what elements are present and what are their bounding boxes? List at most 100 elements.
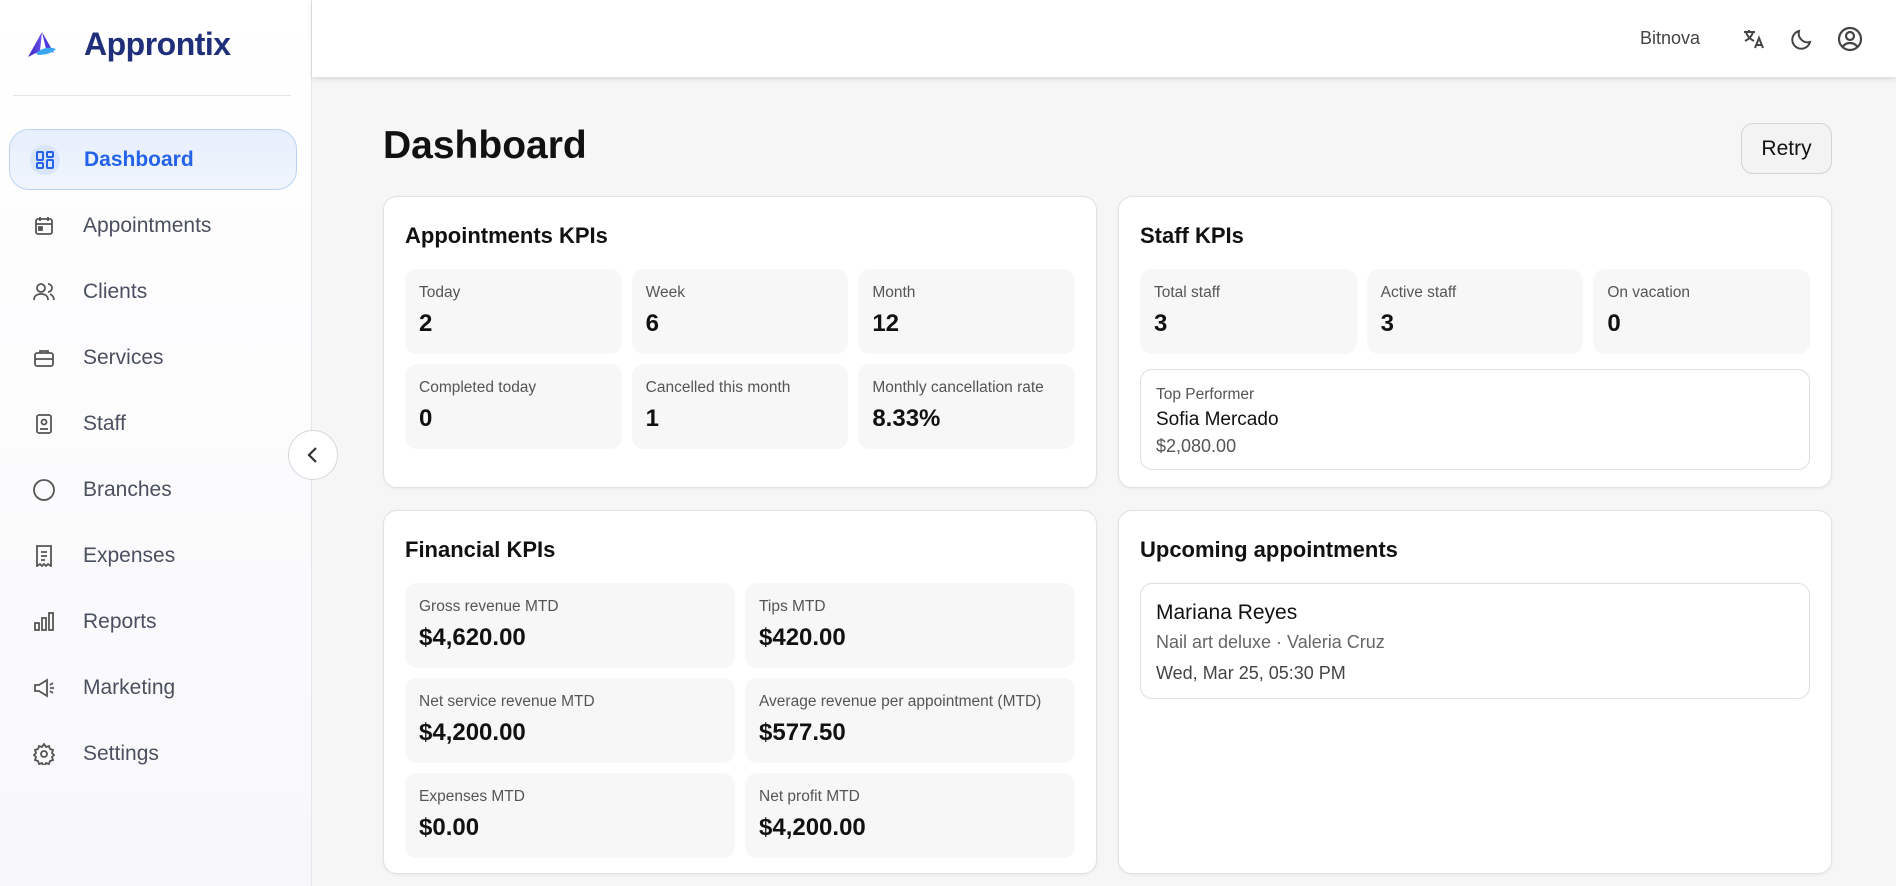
top-performer-name: Sofia Mercado <box>1156 409 1279 430</box>
kpi-label: Gross revenue MTD <box>419 598 559 615</box>
sidebar-nav: Dashboard Appointments Clients Services … <box>9 129 297 789</box>
page-title: Dashboard <box>383 124 587 167</box>
receipt-icon <box>29 541 59 571</box>
top-bar: Bitnova <box>312 0 1896 77</box>
kpi-tile: Completed today 0 <box>405 364 622 449</box>
logo-icon <box>28 31 56 57</box>
kpi-tile: Average revenue per appointment (MTD) $57… <box>745 678 1075 763</box>
app-name: Approntix <box>84 26 231 62</box>
financial-kpis-card: Financial KPIs Gross revenue MTD $4,620.0… <box>383 510 1097 874</box>
kpi-value: $420.00 <box>759 624 846 651</box>
kpi-label: Expenses MTD <box>419 788 525 805</box>
kpi-value: $4,620.00 <box>419 624 526 651</box>
kpi-label: Total staff <box>1154 284 1221 301</box>
sidebar-item-label: Settings <box>83 741 159 765</box>
kpi-value: $577.50 <box>759 719 846 746</box>
kpi-label: Net service revenue MTD <box>419 693 595 710</box>
kpi-tile: Active staff 3 <box>1366 269 1584 354</box>
kpi-value: $0.00 <box>419 814 480 841</box>
appointment-client: Mariana Reyes <box>1156 601 1298 624</box>
kpi-value: 3 <box>1380 310 1395 337</box>
appointments-kpis-card: Appointments KPIs Today 2 Week 6 Month 12 Comp… <box>383 196 1097 488</box>
gear-icon <box>29 739 59 769</box>
kpi-value: 0 <box>419 405 433 432</box>
top-performer: Top Performer Sofia Mercado $2,080.00 <box>1140 369 1810 470</box>
kpi-tile: On vacation 0 <box>1593 269 1810 354</box>
appointment-detail: Nail art deluxe · Valeria Cruz <box>1156 632 1385 652</box>
sidebar-item-clients[interactable]: Clients <box>9 261 297 322</box>
kpi-label: On vacation <box>1607 284 1691 301</box>
logo[interactable]: Approntix <box>26 26 231 63</box>
kpi-tile: Net profit MTD $4,200.00 <box>745 773 1075 858</box>
sidebar-item-services[interactable]: Services <box>9 327 297 388</box>
card-title: Upcoming appointments <box>1140 537 1398 562</box>
sidebar-item-label: Clients <box>83 279 148 303</box>
kpi-tile: Expenses MTD $0.00 <box>405 773 735 858</box>
kpi-label: Week <box>645 284 685 301</box>
kpi-tile: Total staff 3 <box>1140 269 1357 354</box>
sidebar-item-reports[interactable]: Reports <box>9 591 297 652</box>
kpi-label: Cancelled this month <box>645 379 791 396</box>
sidebar-item-label: Reports <box>83 609 157 633</box>
sidebar-item-label: Appointments <box>83 213 212 237</box>
translate-icon[interactable] <box>1730 27 1778 51</box>
kpi-label: Completed today <box>419 379 537 396</box>
users-icon <box>29 277 59 307</box>
retry-button[interactable]: Retry <box>1741 123 1832 174</box>
kpi-tile: Tips MTD $420.00 <box>745 583 1075 668</box>
staff-kpis-card: Staff KPIs Total staff 3 Active staff 3 On v… <box>1118 196 1832 488</box>
bar-chart-icon <box>29 607 59 637</box>
dark-mode-icon[interactable] <box>1778 27 1826 51</box>
kpi-label: Active staff <box>1380 284 1457 301</box>
briefcase-icon <box>29 343 59 373</box>
kpi-tile: Cancelled this month 1 <box>631 364 849 449</box>
circle-icon <box>29 475 59 505</box>
sidebar: Approntix Dashboard Appointments Clients… <box>0 0 312 886</box>
kpi-tile: Today 2 <box>405 269 622 354</box>
kpi-tile: Week 6 <box>631 269 849 354</box>
kpi-label: Net profit MTD <box>759 788 860 805</box>
sidebar-item-label: Marketing <box>83 675 176 699</box>
account-icon[interactable] <box>1826 26 1874 52</box>
appointment-item[interactable]: Mariana Reyes Nail art deluxe · Valeria … <box>1140 583 1810 699</box>
collapse-sidebar-button[interactable] <box>288 430 338 480</box>
sidebar-item-expenses[interactable]: Expenses <box>9 525 297 586</box>
sidebar-item-label: Branches <box>83 477 172 501</box>
kpi-value: 6 <box>645 310 660 337</box>
top-performer-amount: $2,080.00 <box>1156 436 1237 456</box>
card-title: Appointments KPIs <box>405 223 608 248</box>
dashboard-icon <box>30 144 60 175</box>
kpi-value: 0 <box>1607 310 1621 337</box>
top-performer-label: Top Performer <box>1156 386 1255 403</box>
sidebar-item-staff[interactable]: Staff <box>9 393 297 454</box>
kpi-value: 1 <box>645 405 660 432</box>
kpi-value: $4,200.00 <box>759 814 866 841</box>
business-name[interactable]: Bitnova <box>1639 28 1700 48</box>
card-title: Financial KPIs <box>405 537 556 562</box>
kpi-tile: Net service revenue MTD $4,200.00 <box>405 678 735 763</box>
calendar-icon <box>29 211 59 241</box>
kpi-label: Today <box>419 284 461 301</box>
sidebar-item-dashboard[interactable]: Dashboard <box>9 129 297 190</box>
divider <box>13 95 291 96</box>
megaphone-icon <box>29 673 59 703</box>
kpi-label: Month <box>872 284 916 301</box>
sidebar-item-settings[interactable]: Settings <box>9 723 297 784</box>
chevron-left-icon <box>307 447 317 463</box>
kpi-value: $4,200.00 <box>419 719 526 746</box>
sidebar-item-marketing[interactable]: Marketing <box>9 657 297 718</box>
kpi-label: Average revenue per appointment (MTD) <box>759 693 1042 710</box>
kpi-tile: Gross revenue MTD $4,620.00 <box>405 583 735 668</box>
kpi-value: 8.33% <box>872 405 941 432</box>
kpi-value: 3 <box>1154 310 1168 337</box>
kpi-tile: Month 12 <box>858 269 1075 354</box>
sidebar-item-label: Dashboard <box>84 147 194 171</box>
sidebar-item-appointments[interactable]: Appointments <box>9 195 297 256</box>
upcoming-appointments-card: Upcoming appointments Mariana Reyes Nail… <box>1118 510 1832 874</box>
sidebar-item-branches[interactable]: Branches <box>9 459 297 520</box>
id-badge-icon <box>29 409 59 439</box>
kpi-value: 12 <box>872 310 900 337</box>
kpi-value: 2 <box>419 310 433 337</box>
sidebar-item-label: Expenses <box>83 543 176 567</box>
appointment-time: Wed, Mar 25, 05:30 PM <box>1156 663 1346 683</box>
